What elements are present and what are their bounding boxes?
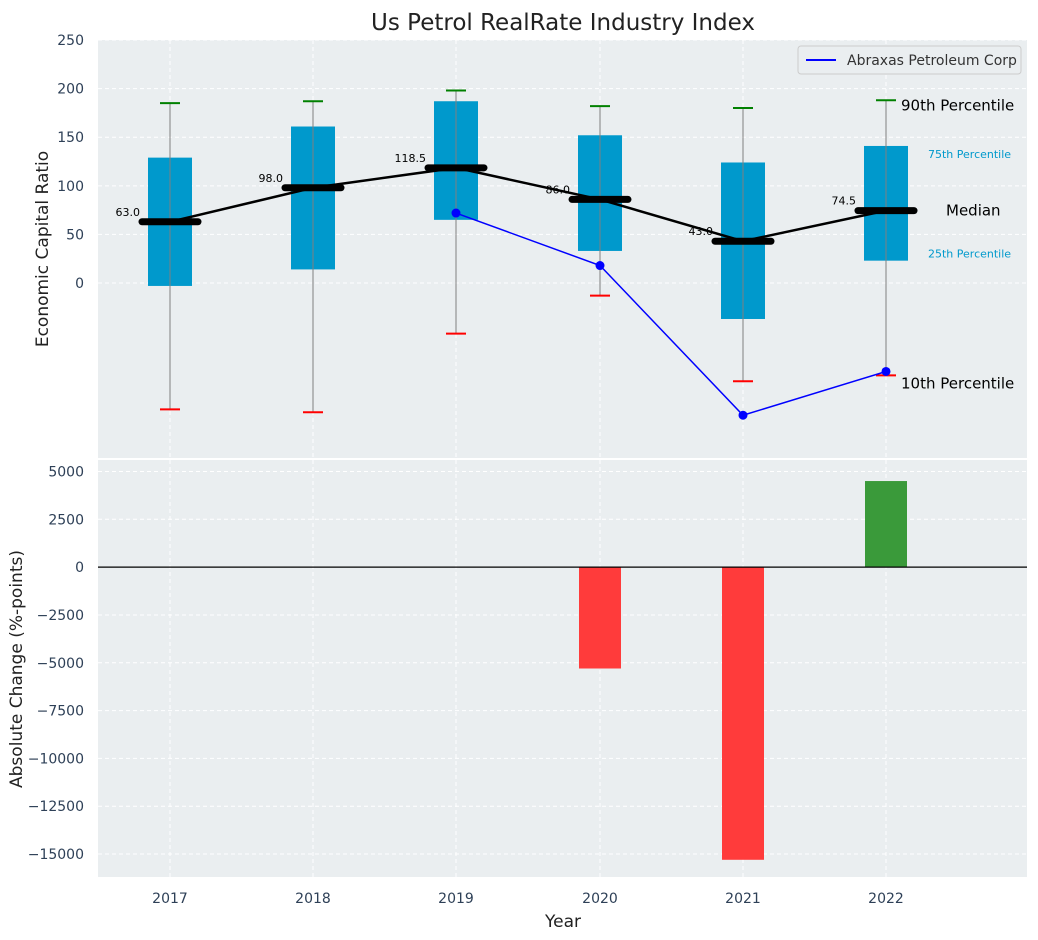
y-tick-label: −12500: [28, 799, 84, 815]
legend-box: [797, 45, 1022, 75]
change-bar: [579, 567, 621, 669]
median-annotation: Median: [946, 202, 1001, 220]
median-value-label: 86.0: [546, 183, 571, 196]
p75-annotation: 75th Percentile: [928, 148, 1011, 161]
y-tick-label: −2500: [37, 608, 84, 624]
median-value-label: 118.5: [395, 152, 427, 165]
legend: Abraxas Petroleum Corp: [797, 45, 1022, 75]
median-value-label: 43.0: [689, 225, 714, 238]
y-tick-label: 250: [57, 33, 84, 49]
y-tick-label: 50: [66, 227, 84, 243]
x-axis-label: Year: [544, 912, 581, 932]
series-point: [595, 261, 605, 271]
series-line: [455, 212, 887, 417]
chart-title: Us Petrol RealRate Industry Index: [371, 10, 755, 36]
change-bar: [865, 481, 907, 568]
p25-annotation: 25th Percentile: [928, 248, 1011, 261]
y-tick-label: 0: [75, 276, 84, 292]
series-point: [451, 208, 461, 218]
x-tick-label: 2022: [868, 891, 904, 907]
p90-annotation: 90th Percentile: [901, 96, 1014, 114]
legend-series-label: Abraxas Petroleum Corp: [847, 53, 1017, 69]
median-value-label: 98.0: [259, 172, 284, 185]
bottom-y-axis-label: Absolute Change (%-points): [7, 550, 27, 788]
top-y-axis-label: Economic Capital Ratio: [33, 151, 53, 347]
y-tick-label: −10000: [28, 751, 84, 767]
median-value-label: 63.0: [116, 206, 141, 219]
y-tick-label: 100: [57, 179, 84, 195]
series-point: [881, 366, 891, 376]
y-tick-label: 5000: [48, 464, 84, 480]
median-line: [169, 166, 887, 243]
x-tick-label: 2017: [152, 891, 188, 907]
median-value-label: 74.5: [832, 195, 857, 208]
y-tick-label: −15000: [28, 847, 84, 863]
y-tick-label: −5000: [37, 656, 84, 672]
p10-annotation: 10th Percentile: [901, 374, 1014, 392]
box-plot-panel: 0 50 100 150 200 250 63.0 98.0 118.5 86.0 43.0 74.5…: [57, 33, 1027, 458]
change-bar: [722, 567, 764, 860]
x-tick-label: 2021: [725, 891, 761, 907]
x-tick-label: 2018: [295, 891, 331, 907]
y-tick-label: 200: [57, 82, 84, 98]
y-tick-label: 0: [75, 560, 84, 576]
x-tick-label: 2020: [582, 891, 618, 907]
x-tick-label: 2019: [438, 891, 474, 907]
change-bar-panel: 5000 2500 0 −2500 −5000 −7500 −10000 −12500 −150…: [28, 460, 1027, 907]
y-tick-label: 2500: [48, 512, 84, 528]
y-tick-label: 150: [57, 130, 84, 146]
y-tick-label: −7500: [37, 704, 84, 720]
series-point: [738, 410, 748, 420]
